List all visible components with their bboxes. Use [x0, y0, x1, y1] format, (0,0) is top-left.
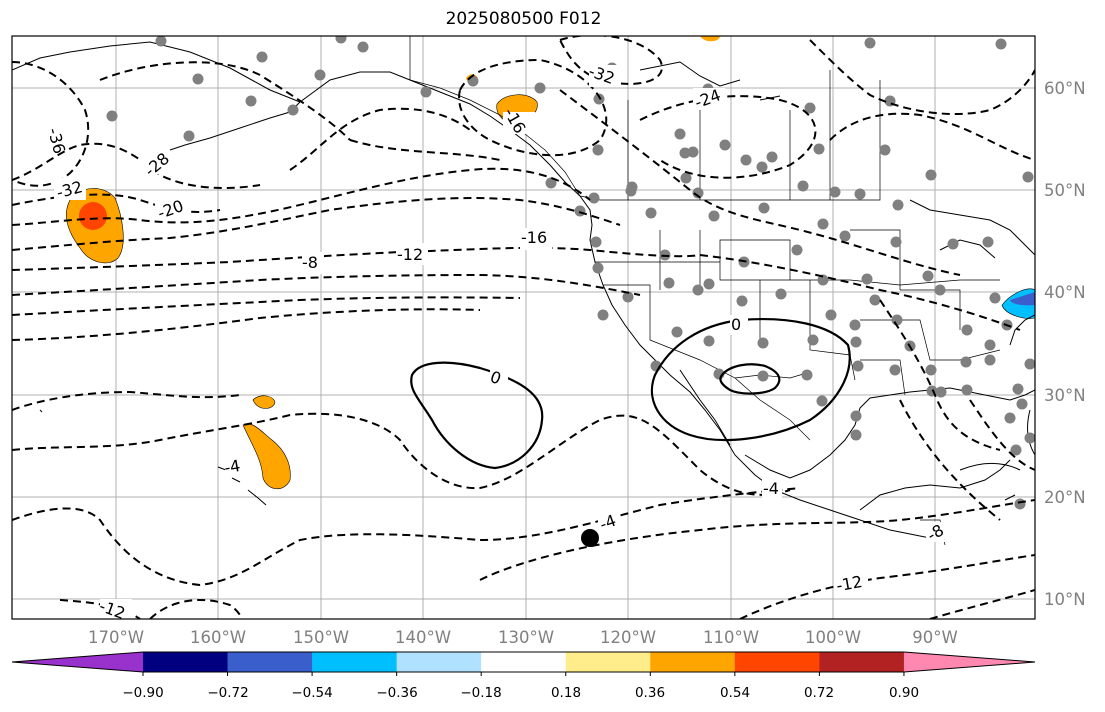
colorbar-tick: −0.18	[460, 685, 501, 701]
lon-label-90w: 90°W	[912, 628, 958, 647]
colorbar-tick: 0.18	[551, 685, 581, 701]
contour-label: -4	[223, 456, 242, 477]
zero-contours	[410, 317, 851, 470]
contour-label: 0	[731, 315, 741, 334]
anomaly-high-area	[242, 423, 291, 490]
lat-label-30n: 30°N	[1044, 386, 1086, 405]
contour-label: -4	[763, 479, 779, 498]
lat-label-50n: 50°N	[1044, 181, 1086, 200]
contour-label: -12	[397, 245, 423, 264]
colorbar-tick: −0.36	[376, 685, 417, 701]
anomaly-shading	[66, 36, 1035, 490]
colorbar-extension-min	[12, 652, 143, 672]
colorbar-segment	[396, 652, 482, 672]
lon-label-120w: 120°W	[600, 628, 656, 647]
lon-label-160w: 160°W	[190, 628, 246, 647]
lon-label-150w: 150°W	[293, 628, 349, 647]
colorbar-tick: 0.54	[720, 685, 750, 701]
lon-label-140w: 140°W	[395, 628, 451, 647]
lat-label-20n: 20°N	[1044, 488, 1086, 507]
latitude-labels: 60°N 50°N 40°N 30°N 20°N 10°N	[1044, 79, 1086, 609]
colorbar-segment	[227, 652, 313, 672]
contour-label: -12	[835, 572, 864, 595]
anomaly-high-area	[252, 395, 276, 409]
contour-label: -4	[597, 511, 618, 534]
lon-label-100w: 100°W	[805, 628, 861, 647]
contour-label: -8	[302, 253, 318, 272]
colorbar-segment	[143, 652, 229, 672]
lon-label-110w: 110°W	[703, 628, 759, 647]
station-markers	[106, 36, 1035, 510]
colorbar-tick: −0.72	[207, 685, 248, 701]
storm-center-marker	[581, 529, 599, 547]
contour-label: -16	[521, 228, 547, 247]
colorbar-tick: 0.36	[635, 685, 665, 701]
colorbar-tick: 0.90	[889, 685, 919, 701]
anomaly-strong-area	[79, 202, 107, 230]
colorbar-tick: −0.54	[291, 685, 332, 701]
contour-label: -12	[97, 596, 128, 623]
colorbar	[11, 651, 1036, 676]
colorbar-tick: 0.72	[804, 685, 834, 701]
map-frame	[11, 35, 1036, 620]
anomaly-low-core	[1010, 292, 1035, 306]
map-title: 2025080500 F012	[445, 9, 602, 29]
colorbar-segment	[565, 652, 651, 672]
colorbar-segment	[312, 652, 398, 672]
lat-label-10n: 10°N	[1044, 590, 1086, 609]
lon-label-170w: 170°W	[88, 628, 144, 647]
colorbar-ticks: −0.90 −0.72 −0.54 −0.36 −0.18 0.18 0.36 …	[122, 685, 919, 701]
lat-label-40n: 40°N	[1044, 283, 1086, 302]
longitude-labels: 170°W 160°W 150°W 140°W 130°W 120°W 110°…	[88, 628, 958, 647]
lon-label-130w: 130°W	[498, 628, 554, 647]
colorbar-extension-max	[903, 652, 1035, 672]
colorbar-segment	[650, 652, 736, 672]
anomaly-high-area	[700, 36, 720, 42]
colorbar-segment	[819, 652, 905, 672]
negative-contours	[12, 36, 1035, 619]
lat-label-60n: 60°N	[1044, 79, 1086, 98]
colorbar-tick: −0.90	[122, 685, 163, 701]
colorbar-segment	[481, 652, 567, 672]
colorbar-segment	[734, 652, 820, 672]
contour-labels: -36 -32 -28 -20 -8 -12 -16 -24 -32 -16 0…	[44, 61, 947, 623]
